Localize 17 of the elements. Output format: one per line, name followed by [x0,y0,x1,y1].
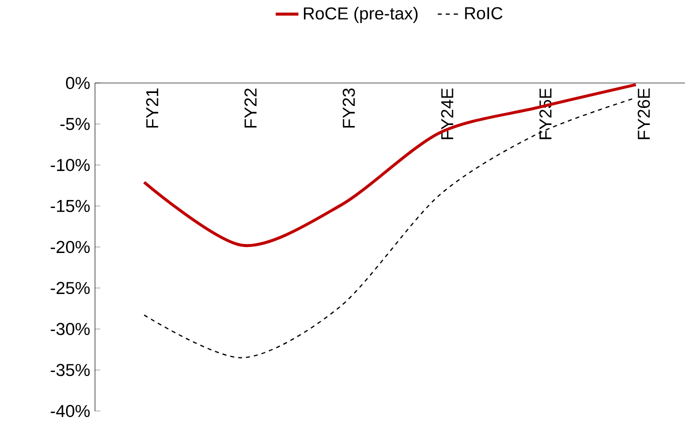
y-tick-label: -25% [50,282,90,294]
y-tick-label: 0% [66,76,90,90]
y-tick-label: -10% [50,158,90,172]
y-tick-label: -40% [50,404,90,418]
x-tick-label: FY22 [244,88,256,128]
x-tick-label: FY21 [146,88,158,128]
x-tick-label: FY23 [342,88,355,128]
legend-label: RoIC [465,7,502,20]
y-tick-label: -30% [50,322,90,336]
y-tick-label: -15% [50,200,90,212]
y-tick-label: -5% [60,118,90,130]
y-tick-label: -35% [50,364,90,376]
line-series [142,83,638,247]
legend-label: RoCE (pre-tax) [304,6,418,23]
y-tick-label: -20% [50,240,90,254]
x-tick-label: FY24E [441,88,454,140]
x-tick-label: FY26E [638,88,650,140]
